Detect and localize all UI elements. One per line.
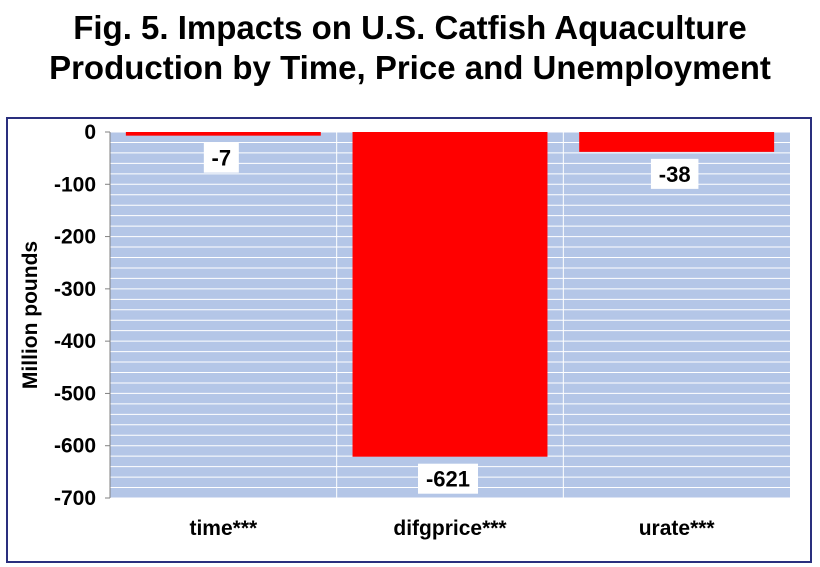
data-label-0: -7 (212, 146, 232, 171)
data-label-box-0 (203, 142, 239, 173)
category-label-0: time*** (189, 517, 258, 540)
category-label-1: difgprice*** (393, 517, 507, 540)
y-tick-label: -200 (54, 226, 96, 249)
y-tick-label: -400 (54, 330, 96, 353)
data-label-box-2 (650, 158, 699, 189)
bar-1 (352, 132, 548, 457)
y-tick-label: 0 (84, 121, 96, 144)
y-tick-label: -600 (54, 435, 96, 458)
chart-title-line-1: Fig. 5. Impacts on U.S. Catfish Aquacult… (73, 9, 747, 46)
category-label-2: urate*** (639, 517, 716, 540)
y-tick-label: -700 (54, 487, 96, 510)
y-tick-label: -300 (54, 278, 96, 301)
chart-title-line-2: Production by Time, Price and Unemployme… (49, 49, 771, 86)
bars (125, 132, 775, 457)
data-labels: -7 -621 -38 (203, 142, 699, 494)
bar-2 (579, 132, 775, 152)
data-label-1: -621 (426, 467, 470, 492)
data-label-box-1 (418, 463, 478, 494)
x-axis: time*** difgprice*** urate*** (189, 517, 715, 540)
y-axis: 0 -100 -200 -300 -400 -500 -600 -700 (54, 121, 111, 510)
y-axis-label: Million pounds (19, 241, 42, 389)
chart-frame (6, 117, 812, 563)
y-tick-label: -100 (54, 173, 96, 196)
data-label-2: -38 (659, 162, 691, 187)
y-tick-label: -500 (54, 382, 96, 405)
chart-title: Fig. 5. Impacts on U.S. Catfish Aquacult… (0, 8, 820, 88)
bar-0 (125, 132, 321, 136)
